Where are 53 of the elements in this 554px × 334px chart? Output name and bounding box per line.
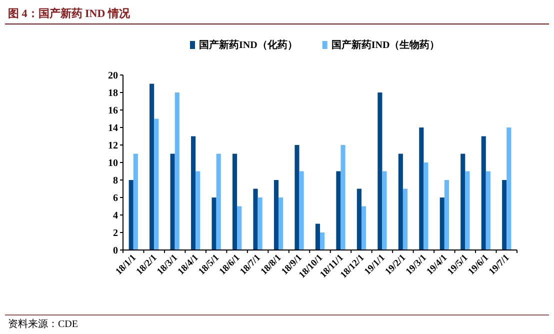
bar [212, 198, 216, 250]
bar [299, 171, 304, 250]
bar [361, 206, 366, 250]
bar [502, 180, 507, 250]
bar [444, 180, 449, 250]
bar [174, 92, 180, 250]
chart-title: 图 4：国产新药 IND 情况 [8, 7, 131, 20]
bar [465, 171, 470, 250]
bar [150, 84, 154, 250]
legend-label: 国产新药IND（生物药） [331, 39, 440, 51]
y-tick-label: 16 [108, 106, 118, 116]
y-tick-label: 10 [108, 158, 118, 169]
legend-label: 国产新药IND（化药） [199, 39, 298, 51]
bar [340, 145, 346, 250]
bar [191, 136, 196, 250]
bar [196, 171, 200, 250]
y-tick-label: 6 [113, 193, 118, 204]
bar [320, 232, 325, 250]
bar [402, 188, 408, 250]
bar [133, 154, 138, 250]
bar [419, 128, 424, 250]
y-tick-label: 14 [108, 123, 118, 134]
y-tick-label: 20 [108, 70, 118, 82]
bar [294, 145, 300, 250]
bar [398, 154, 403, 250]
bar [424, 162, 428, 250]
bar [170, 154, 175, 250]
bar [460, 154, 466, 250]
y-tick-label: 8 [113, 176, 118, 186]
bar [154, 118, 159, 250]
bar [237, 206, 242, 250]
bar [506, 128, 512, 250]
bar [356, 188, 362, 250]
bar [486, 171, 490, 250]
bar [382, 171, 387, 250]
bar [274, 180, 279, 250]
bar [481, 136, 486, 250]
bar [336, 171, 341, 250]
y-tick-label: 12 [108, 140, 118, 152]
bar [253, 188, 258, 250]
bar [232, 154, 238, 250]
bar [258, 198, 262, 250]
y-tick-label: 18 [108, 88, 118, 99]
bar [378, 92, 382, 250]
bar [315, 224, 320, 250]
bar [278, 198, 284, 250]
y-tick-label: 0 [113, 246, 118, 256]
bar [128, 180, 134, 250]
y-tick-label: 4 [113, 210, 118, 222]
bar [216, 154, 221, 250]
bar [440, 198, 444, 250]
y-tick-label: 2 [113, 228, 118, 239]
text: 资料来源：CDE [8, 318, 78, 330]
